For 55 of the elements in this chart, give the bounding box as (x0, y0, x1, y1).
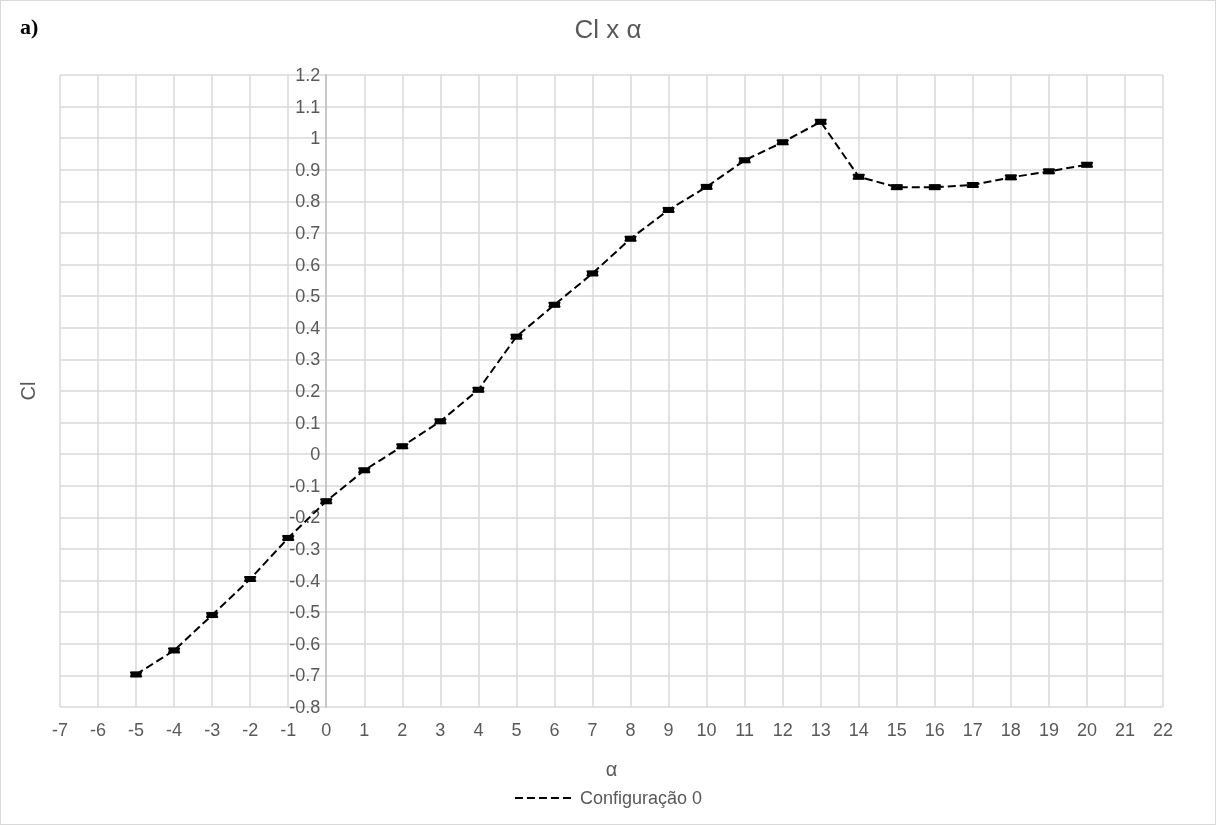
x-tick-label: 1 (359, 720, 370, 740)
y-tick-label: 0.9 (295, 159, 321, 180)
y-tick-label: 1.1 (295, 96, 321, 117)
x-tick-label: -7 (51, 720, 69, 740)
x-tick-label: 3 (435, 720, 446, 740)
x-tick-label: 22 (1152, 720, 1174, 740)
y-tick-label: 1 (310, 128, 321, 149)
y-tick-label: -0.1 (289, 475, 321, 496)
y-tick-label: 0.1 (295, 412, 321, 433)
y-tick-label: 0.2 (295, 381, 321, 401)
x-tick-label: 20 (1076, 720, 1097, 740)
x-tick-label: 11 (735, 720, 754, 740)
x-tick-label: 5 (511, 720, 522, 740)
x-tick-label: 6 (549, 720, 560, 740)
x-tick-label: -1 (280, 720, 297, 740)
x-tick-label: -2 (242, 720, 259, 740)
y-tick-label: -0.7 (289, 665, 321, 686)
x-tick-label: 4 (473, 720, 484, 740)
x-tick-label: 19 (1038, 720, 1059, 740)
x-tick-label: 14 (848, 720, 869, 740)
x-tick-label: 16 (924, 720, 945, 740)
x-tick-label: -3 (204, 720, 221, 740)
y-tick-label: 1.2 (295, 65, 321, 85)
x-tick-label: 17 (962, 720, 983, 740)
y-tick-label: -0.3 (289, 539, 321, 559)
y-tick-label: 0.7 (295, 223, 321, 243)
chart-title: Cl x α (574, 14, 642, 44)
x-tick-label: 7 (587, 720, 598, 740)
y-tick-label: -0.6 (289, 633, 321, 654)
x-tick-label: 10 (696, 720, 717, 740)
x-tick-label: 2 (397, 720, 408, 740)
x-tick-label: 12 (772, 720, 793, 740)
y-tick-label: -0.2 (289, 507, 321, 528)
y-tick-label: 0.3 (295, 349, 321, 370)
x-tick-label: 9 (663, 720, 674, 740)
x-axis-title: α (605, 758, 618, 780)
x-tick-label: -5 (128, 720, 145, 740)
y-tick-label: 0.6 (295, 254, 321, 275)
y-tick-label: -0.4 (289, 570, 321, 591)
y-tick-label: 0.4 (295, 317, 321, 338)
y-tick-label: -0.8 (289, 697, 321, 717)
text: a) (20, 14, 39, 40)
legend-label: Configuração 0 (579, 788, 703, 808)
y-tick-label: 0.8 (295, 191, 321, 212)
x-tick-label: 13 (810, 720, 831, 740)
y-tick-label: -0.5 (289, 602, 321, 623)
y-tick-label: 0.5 (295, 286, 321, 307)
x-tick-label: 21 (1114, 720, 1135, 740)
x-tick-label: 15 (886, 720, 907, 740)
y-axis-title: Cl (17, 381, 39, 401)
x-tick-label: -6 (90, 720, 107, 740)
x-tick-label: 18 (1000, 720, 1021, 740)
x-tick-label: 8 (625, 720, 636, 740)
y-tick-label: 0 (310, 444, 321, 465)
x-tick-label: -4 (166, 720, 183, 740)
